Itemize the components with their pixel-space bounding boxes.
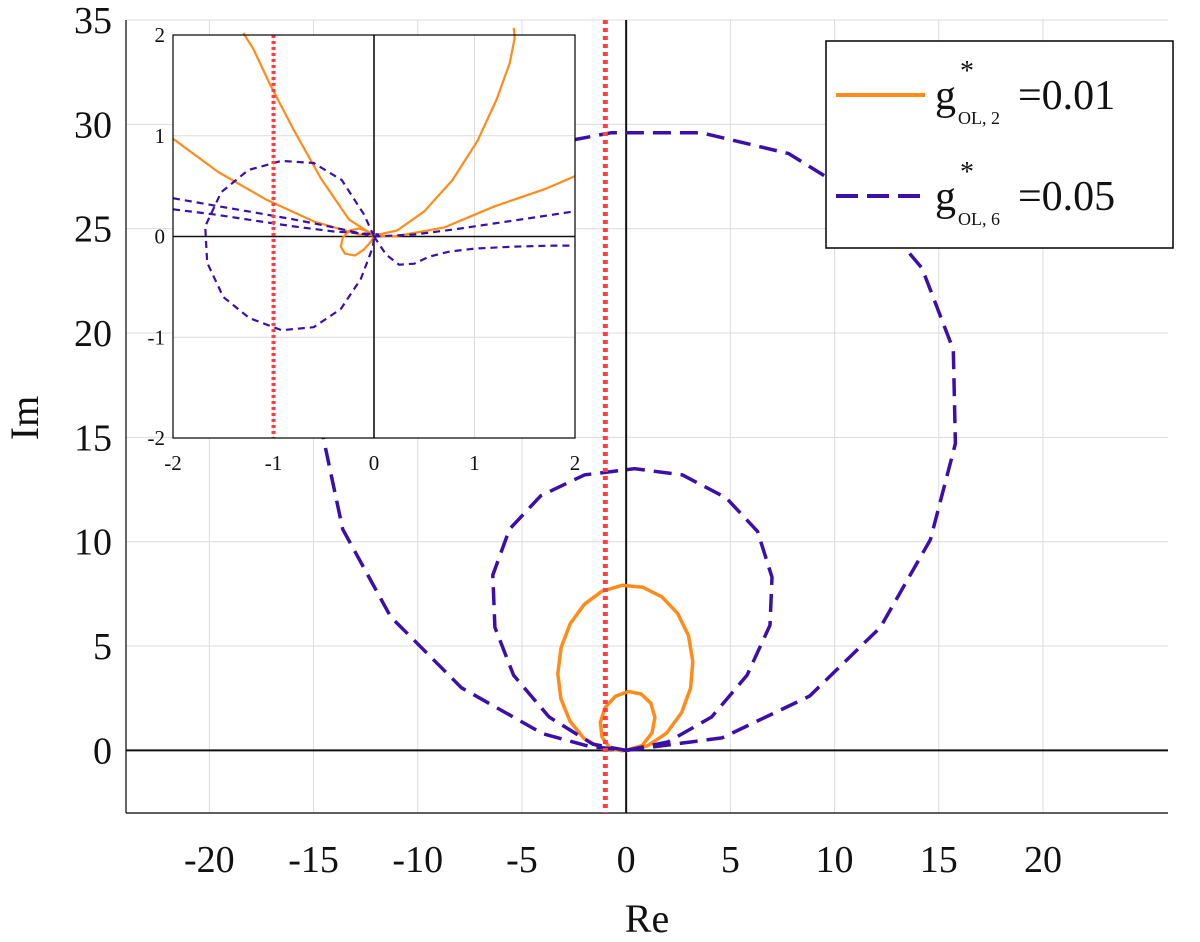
- x-tick-label: 2: [570, 451, 581, 475]
- series-2: [172, 159, 576, 332]
- series-2-curve-2: [491, 466, 774, 753]
- legend-base-2: g: [935, 174, 956, 220]
- legend-subscript-1: OL, 2: [958, 108, 1000, 128]
- legend-superscript-1: *: [960, 56, 974, 87]
- x-tick-label: 10: [816, 839, 854, 881]
- y-tick-label: 15: [74, 417, 112, 459]
- x-tick-label: -15: [288, 839, 339, 881]
- y-tick-label: 30: [74, 104, 112, 146]
- y-tick-label: 1: [155, 124, 166, 148]
- series-1: [556, 583, 695, 753]
- series-2-curve-4: [373, 235, 575, 266]
- legend-value-1: =0.01: [1018, 73, 1115, 119]
- inset-y-tick-labels: -2 -1 0 1 2: [148, 23, 166, 450]
- x-tick-label: 0: [369, 451, 380, 475]
- x-tick-label: -10: [392, 839, 443, 881]
- main-series: [320, 130, 958, 753]
- x-tick-label: -2: [164, 451, 182, 475]
- series-2: [320, 130, 958, 753]
- x-tick-label: 0: [617, 839, 636, 881]
- y-tick-label: 10: [74, 522, 112, 564]
- series-2-curve-1: [204, 159, 376, 332]
- x-tick-label: -1: [265, 451, 283, 475]
- main-y-tick-labels: 0 5 10 15 20 25 30 35: [74, 0, 112, 772]
- inset-plot: -2 -1 0 1 2 -2 -1 0 1 2: [148, 23, 581, 475]
- inset-series: [172, 27, 576, 332]
- series-2-curve-1: [320, 130, 958, 753]
- x-tick-label: -5: [506, 839, 538, 881]
- y-tick-label: -1: [148, 325, 166, 349]
- y-tick-label: 25: [74, 209, 112, 251]
- main-zero-lines: [126, 20, 1168, 813]
- x-tick-label: 15: [920, 839, 958, 881]
- y-tick-label: 5: [93, 626, 112, 668]
- inset-frame: [172, 34, 576, 439]
- legend-box: [825, 40, 1174, 249]
- y-tick-label: 35: [74, 0, 112, 42]
- legend-entry-1: g * OL, 2 =0.01: [836, 56, 1115, 128]
- series-1-curve-1: [242, 27, 516, 237]
- legend-superscript-2: *: [960, 157, 974, 188]
- legend-base-1: g: [935, 73, 956, 119]
- x-tick-label: 20: [1024, 839, 1062, 881]
- main-x-tick-labels: -20 -15 -10 -5 0 5 10 15 20: [184, 839, 1062, 881]
- legend-value-2: =0.05: [1018, 174, 1115, 220]
- series-1-curve-3: [339, 227, 375, 257]
- legend: g * OL, 2 =0.01 g * OL, 6 =0.05: [825, 40, 1174, 249]
- x-tick-label: -20: [184, 839, 235, 881]
- legend-subscript-2: OL, 6: [958, 209, 1000, 229]
- inset-x-tick-labels: -2 -1 0 1 2: [164, 451, 580, 475]
- legend-entry-2: g * OL, 6 =0.05: [836, 157, 1115, 229]
- y-tick-label: 2: [155, 23, 166, 47]
- y-tick-label: -2: [148, 426, 166, 450]
- y-tick-label: 0: [155, 225, 166, 249]
- y-axis-label: Im: [2, 396, 47, 440]
- x-tick-label: 1: [469, 451, 480, 475]
- series-1-curve-1: [556, 583, 695, 753]
- x-tick-label: 5: [721, 839, 740, 881]
- x-axis-label: Re: [625, 896, 669, 941]
- y-tick-label: 0: [93, 730, 112, 772]
- y-tick-label: 20: [74, 313, 112, 355]
- series-1-curve-2: [598, 689, 657, 753]
- series-2-curve-3: [172, 208, 380, 236]
